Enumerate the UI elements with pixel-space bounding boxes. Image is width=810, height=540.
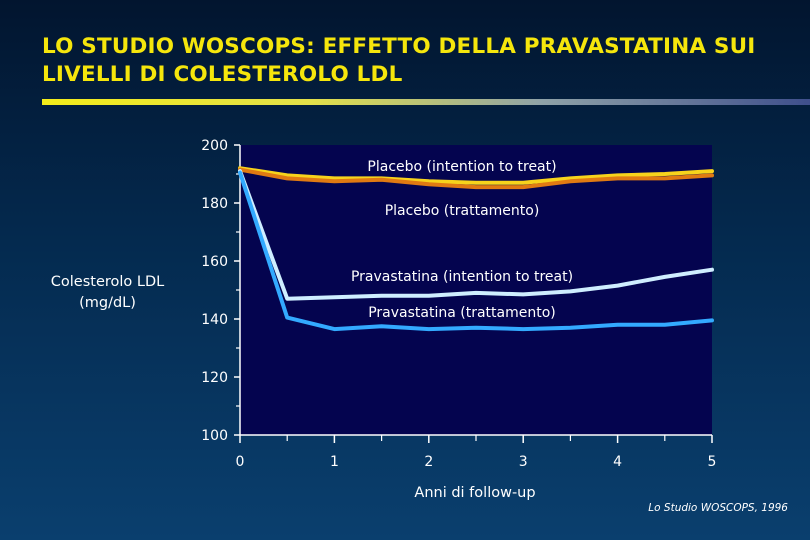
title-line-1: LO STUDIO WOSCOPS: EFFETTO DELLA PRAVAST… (42, 34, 756, 59)
source-citation: Lo Studio WOSCOPS, 1996 (648, 502, 788, 514)
y-tick-label: 160 (201, 254, 228, 270)
y-tick-label: 180 (201, 196, 228, 212)
series-label-1: Placebo (intention to treat) (367, 159, 556, 175)
x-tick-label: 5 (708, 454, 717, 470)
title-underline (42, 99, 810, 105)
plot-area (240, 145, 712, 435)
y-tick-label: 140 (201, 312, 228, 328)
series-label-2: Placebo (trattamento) (385, 203, 540, 219)
y-tick-label: 120 (201, 370, 228, 386)
y-axis-label-line-1: Colesterolo LDL (50, 274, 165, 290)
series-label-4: Pravastatina (trattamento) (368, 305, 556, 321)
x-tick-label: 0 (236, 454, 245, 470)
title-line-2: LIVELLI DI COLESTEROLO LDL (42, 62, 403, 87)
series-line-4 (238, 170, 714, 332)
x-tick-label: 2 (424, 454, 433, 470)
x-tick-label: 3 (519, 454, 528, 470)
series-line-3 (238, 169, 714, 301)
y-axis-label-line-2: (mg/dL) (79, 295, 136, 311)
slide-title: LO STUDIO WOSCOPS: EFFETTO DELLA PRAVAST… (42, 33, 802, 89)
series-line-1 (238, 166, 714, 185)
y-tick-label: 200 (201, 138, 228, 154)
y-tick-label: 100 (201, 428, 228, 444)
x-tick-label: 1 (330, 454, 339, 470)
series-line-2 (238, 167, 714, 190)
x-axis-label: Anni di follow-up (414, 485, 536, 501)
series-label-3: Pravastatina (intention to treat) (351, 269, 573, 285)
y-axis-label: Colesterolo LDL (mg/dL) (30, 272, 185, 314)
x-tick-label: 4 (613, 454, 622, 470)
